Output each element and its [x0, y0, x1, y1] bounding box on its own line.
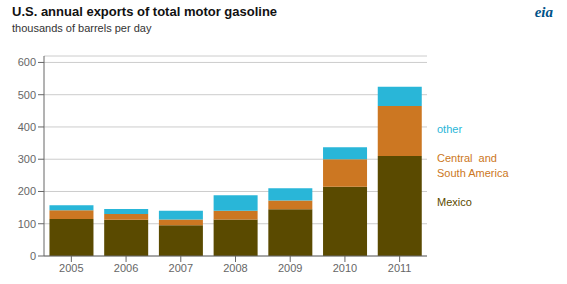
- svg-text:2010: 2010: [333, 262, 357, 274]
- html-text:U.S. annual exports of total m: U.S. annual exports of total motor gasol…: [12, 4, 278, 19]
- svg-text:500: 500: [18, 89, 36, 101]
- html-text:eia: eia: [534, 4, 553, 20]
- svg-text:0: 0: [30, 250, 36, 262]
- svg-text:2005: 2005: [59, 262, 83, 274]
- svg-text:2011: 2011: [388, 262, 412, 274]
- html-text:Mexico: Mexico: [437, 195, 472, 208]
- svg-text:600: 600: [18, 56, 36, 68]
- svg-text:2008: 2008: [223, 262, 247, 274]
- svg-text:100: 100: [18, 218, 36, 230]
- svg-text:400: 400: [18, 121, 36, 133]
- html-text:thousands of barrels per day: thousands of barrels per day: [12, 22, 152, 34]
- svg-text:2007: 2007: [169, 262, 193, 274]
- html-text:Central and South America: Central and South America: [437, 152, 509, 179]
- svg-text:300: 300: [18, 153, 36, 165]
- html-text:other: other: [437, 123, 463, 136]
- svg-text:2006: 2006: [114, 262, 138, 274]
- svg-text:200: 200: [18, 185, 36, 197]
- svg-text:2009: 2009: [278, 262, 302, 274]
